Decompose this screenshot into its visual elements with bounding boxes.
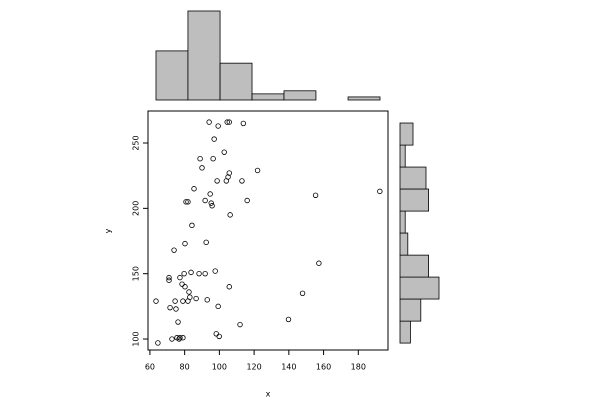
point [166, 274, 172, 281]
point [312, 192, 319, 198]
point [215, 303, 221, 310]
point [202, 197, 208, 204]
x-tick-label: 140 [281, 363, 296, 372]
y-axis-label: y [104, 228, 113, 233]
histogram-bar [155, 50, 189, 101]
point [226, 284, 232, 290]
point [204, 297, 210, 303]
point [186, 289, 192, 295]
x-tick-label: 60 [145, 363, 155, 372]
histogram-bar [219, 62, 253, 101]
histogram-bar [399, 210, 406, 234]
point [203, 239, 209, 246]
point [183, 199, 189, 205]
point [179, 281, 185, 287]
point [172, 298, 178, 304]
point [199, 165, 205, 171]
point [177, 335, 183, 341]
point [180, 335, 186, 341]
point [216, 333, 222, 340]
point [207, 191, 213, 197]
point [209, 203, 215, 209]
point [197, 155, 203, 162]
x-axis-label: x [266, 390, 271, 399]
y-tick-label: 250 [132, 135, 141, 150]
point [196, 270, 202, 277]
y-tick-label: 150 [132, 266, 141, 281]
point [169, 336, 175, 342]
x-tick-label: 100 [212, 363, 227, 372]
histogram-bar [187, 10, 221, 101]
histogram-bar [399, 232, 409, 256]
point [155, 340, 161, 346]
y-tick-label: 100 [132, 331, 141, 346]
histogram-bar [399, 188, 430, 212]
point [215, 123, 221, 129]
point [171, 247, 177, 253]
x-tick-label: 180 [351, 363, 366, 372]
point [224, 119, 230, 125]
point [166, 277, 172, 283]
point [244, 197, 250, 204]
point [239, 178, 245, 184]
histogram-bar [399, 144, 406, 168]
x-tick-label: 120 [246, 363, 261, 372]
y-tick-label: 200 [132, 201, 141, 216]
point [191, 186, 197, 192]
point [193, 295, 199, 302]
point [237, 321, 243, 328]
point [206, 119, 212, 125]
point [213, 331, 219, 337]
point [316, 260, 322, 266]
histogram-bar [399, 254, 430, 278]
point [167, 304, 173, 311]
point [185, 199, 191, 205]
histogram-bar [283, 90, 317, 101]
point [187, 294, 193, 300]
point [182, 240, 188, 247]
point [202, 270, 208, 277]
point [254, 167, 261, 174]
point [189, 222, 195, 229]
point [176, 336, 182, 342]
point [221, 149, 227, 155]
histogram-bar [251, 93, 285, 101]
point [240, 120, 247, 127]
point [180, 298, 186, 304]
point [299, 290, 306, 296]
point [153, 298, 159, 304]
point [226, 119, 232, 125]
histogram-bar [399, 276, 440, 300]
point [210, 155, 216, 162]
point [211, 136, 217, 142]
point [285, 316, 292, 323]
point [212, 268, 218, 274]
point [226, 170, 232, 176]
histogram-bar [347, 96, 381, 101]
point [173, 306, 179, 312]
point [182, 284, 188, 290]
point [208, 200, 214, 206]
x-tick-label: 80 [180, 363, 190, 372]
plot-frame [147, 110, 389, 351]
histogram-bar [399, 298, 422, 322]
histogram-bar [399, 122, 414, 146]
point [227, 212, 233, 218]
point [188, 269, 194, 276]
point [177, 274, 183, 281]
point [175, 319, 181, 325]
point [181, 270, 187, 277]
histogram-bar [399, 320, 411, 344]
x-tick-label: 160 [316, 363, 331, 372]
histogram-bar [399, 166, 427, 190]
point [377, 188, 383, 195]
point [214, 178, 220, 184]
